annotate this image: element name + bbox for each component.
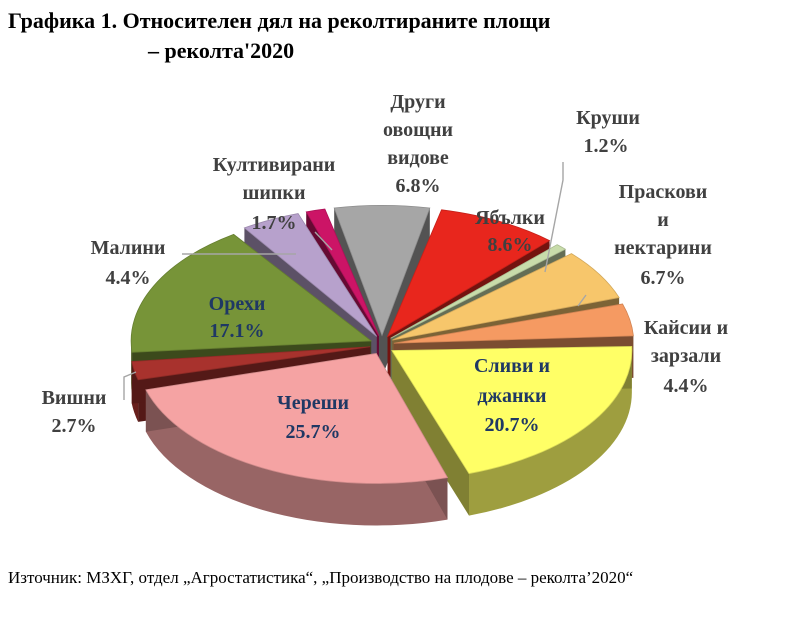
leader-line-krushi	[544, 162, 564, 273]
label-shipki-pct: 1.7%	[252, 212, 297, 234]
slice-череши	[145, 353, 449, 484]
label-kaysii-pct: 4.4%	[664, 375, 709, 397]
label-shipki-l2: шипки	[243, 182, 306, 204]
label-malini-pct: 4.4%	[106, 267, 151, 289]
label-yabalki-name: Ябълки	[475, 207, 545, 229]
label-yabalki-pct: 8.6%	[488, 234, 533, 256]
slice-side-сливи-и-джанки	[469, 350, 632, 516]
label-praskovi-pct: 6.7%	[641, 267, 686, 289]
leader-line-vishni	[123, 371, 137, 400]
slice-ябълки	[386, 209, 551, 338]
slice-праскови-и-нектарини	[392, 253, 620, 341]
label-slivi-l1: Сливи и	[474, 355, 550, 377]
chart-title-line2: – реколта'2020	[148, 38, 295, 63]
slice-кайсии-и-зарзали	[393, 303, 634, 344]
slice-side-череши	[145, 389, 448, 526]
slice-вишни	[131, 346, 371, 381]
slice-орехи	[130, 233, 373, 353]
label-kaysii-l2: зарзали	[651, 345, 721, 367]
label-drugi-l2: овощни	[383, 119, 453, 141]
pie-slices	[130, 204, 634, 526]
label-orehi-name: Орехи	[209, 293, 266, 315]
label-chereshi-pct: 25.7%	[286, 421, 341, 443]
source-note: Източник: МЗХГ, отдел „Агростатистика“, …	[8, 568, 634, 587]
label-vishni-pct: 2.7%	[52, 415, 97, 437]
label-praskovi-l3: нектарини	[614, 237, 712, 259]
label-chereshi-name: Череши	[277, 392, 349, 414]
slice-круши	[390, 244, 567, 339]
slice-други-овощни-видове	[333, 204, 431, 337]
label-praskovi-l1: Праскови	[619, 181, 708, 203]
chart-title: Графика 1. Относителен дял на реколтиран…	[8, 6, 550, 66]
label-krushi-pct: 1.2%	[584, 135, 629, 157]
slice-малини	[243, 213, 378, 337]
label-vishni-name: Вишни	[42, 387, 107, 409]
label-kaysii-l1: Кайсии и	[644, 317, 728, 339]
pie-chart: Други овощни видове 6.8% Круши 1.2% Ябъл…	[42, 91, 728, 526]
leader-line-shipki	[314, 231, 333, 251]
chart-title-line1: Графика 1. Относителен дял на реколтиран…	[8, 8, 551, 33]
label-praskovi-l2: и	[657, 209, 669, 231]
label-krushi-name: Круши	[576, 107, 640, 129]
label-slivi-l2: джанки	[477, 385, 546, 407]
label-drugi-l3: видове	[387, 147, 449, 169]
label-orehi-pct: 17.1%	[210, 320, 265, 342]
label-drugi-l1: Други	[390, 91, 445, 113]
slice-култивирани-шипки	[305, 208, 380, 336]
label-malini-name: Малини	[91, 237, 166, 259]
label-drugi-pct: 6.8%	[396, 175, 441, 197]
label-slivi-pct: 20.7%	[485, 414, 540, 436]
slice-cut-сливи-и-джанки	[391, 350, 470, 516]
slice-сливи-и-джанки	[391, 346, 633, 475]
leader-line-praskovi	[577, 294, 587, 307]
label-shipki-l1: Култивирани	[213, 154, 336, 176]
